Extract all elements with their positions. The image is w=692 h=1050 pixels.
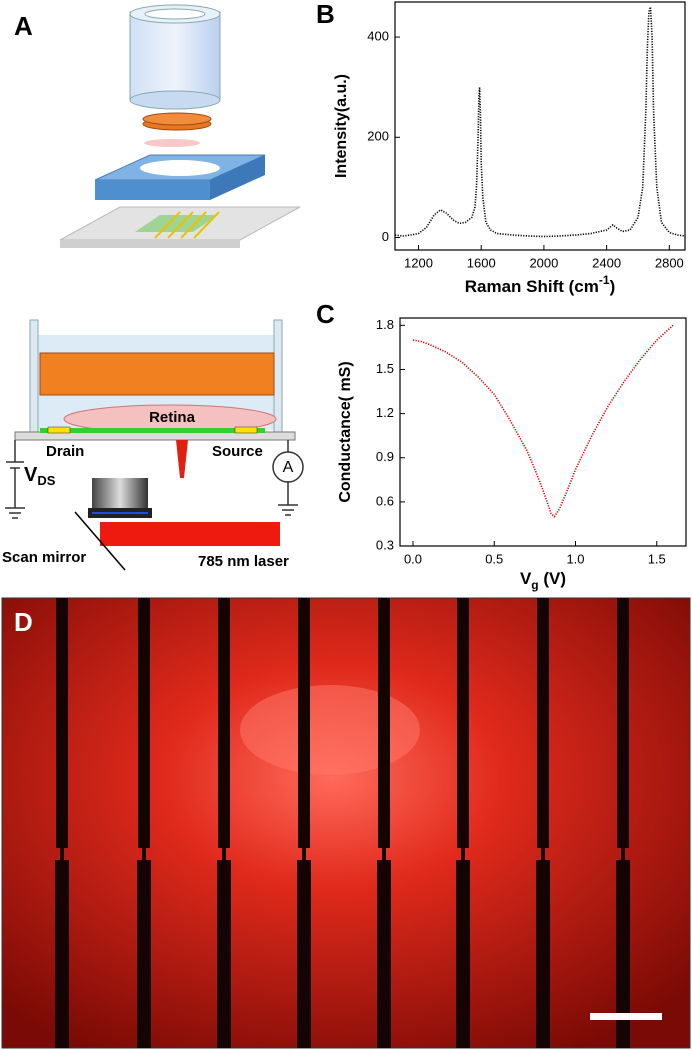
x-tick-label: 1600 xyxy=(467,255,496,270)
x-axis-label-part: V xyxy=(520,569,532,588)
electrode-tip xyxy=(461,845,465,863)
electrode xyxy=(298,598,310,848)
electrode xyxy=(537,598,549,848)
drain-label: Drain xyxy=(46,443,84,460)
y-tick-label: 400 xyxy=(367,29,389,44)
x-axis-label-part: g xyxy=(531,578,538,592)
panel-label: B xyxy=(316,0,335,29)
x-axis-label: Vg (V) xyxy=(520,569,566,592)
setup-top xyxy=(59,4,301,248)
electrode xyxy=(378,598,390,848)
electrode-tip xyxy=(222,845,226,863)
electrode xyxy=(217,860,231,1048)
y-tick-label: 200 xyxy=(367,129,389,144)
data-line xyxy=(394,6,686,238)
panel-label: C xyxy=(316,299,335,329)
y-axis-label: Intensity(a.u.) xyxy=(333,74,350,178)
scan-mirror-label: Scan mirror xyxy=(2,549,86,566)
x-tick-label: 1.0 xyxy=(566,551,584,566)
retina-label: Retina xyxy=(149,409,196,426)
x-tick-label: 0.0 xyxy=(404,551,422,566)
y-tick-label: 0.9 xyxy=(376,449,394,464)
electrode xyxy=(138,598,150,848)
panel-label: D xyxy=(14,607,33,637)
x-axis-label-part: -1 xyxy=(599,273,610,287)
x-tick-label: 2400 xyxy=(592,255,621,270)
plot-frame xyxy=(399,317,687,547)
setup-bottom xyxy=(5,319,304,571)
retina-image xyxy=(1,597,691,1049)
x-axis-label-part: ) xyxy=(610,277,616,296)
electrode xyxy=(55,860,69,1048)
electrode xyxy=(457,598,469,848)
vds-label: VDS xyxy=(24,464,56,488)
y-tick-label: 1.8 xyxy=(376,317,394,332)
x-axis-label: Raman Shift (cm-1) xyxy=(465,273,615,296)
electrode-tip xyxy=(60,845,64,863)
x-tick-label: 2800 xyxy=(655,255,684,270)
x-tick-label: 0.5 xyxy=(485,551,503,566)
electrode xyxy=(536,860,550,1048)
laser-label: 785 nm laser xyxy=(198,553,289,570)
electrode-tip xyxy=(541,845,545,863)
plot-frame xyxy=(394,1,686,251)
source-label: Source xyxy=(212,443,263,460)
x-tick-label: 1.5 xyxy=(648,551,666,566)
electrode xyxy=(616,860,630,1048)
electrode xyxy=(218,598,230,848)
electrode-tip xyxy=(621,845,625,863)
vds-main: V xyxy=(24,464,38,486)
electrode xyxy=(617,598,629,848)
electrode xyxy=(377,860,391,1048)
vds-sub: DS xyxy=(37,473,55,488)
y-tick-label: 0.3 xyxy=(376,537,394,552)
x-tick-label: 1200 xyxy=(404,255,433,270)
electrode-tip xyxy=(302,845,306,863)
electrode xyxy=(56,598,68,848)
y-tick-label: 1.5 xyxy=(376,361,394,376)
electrode xyxy=(456,860,470,1048)
y-axis-label: Conductance( mS) xyxy=(337,361,354,502)
x-axis-label-part: Raman Shift (cm xyxy=(465,277,599,296)
electrode-tip xyxy=(142,845,146,863)
ammeter-label: A xyxy=(283,459,294,476)
x-tick-label: 2000 xyxy=(529,255,558,270)
electrode xyxy=(137,860,151,1048)
y-tick-label: 1.2 xyxy=(376,405,394,420)
y-tick-label: 0 xyxy=(382,229,389,244)
electrode xyxy=(297,860,311,1048)
data-line xyxy=(412,324,674,518)
panel-label: A xyxy=(14,11,33,41)
electrode-tip xyxy=(382,845,386,863)
x-axis-label-part: (V) xyxy=(539,569,566,588)
y-tick-label: 0.6 xyxy=(376,493,394,508)
